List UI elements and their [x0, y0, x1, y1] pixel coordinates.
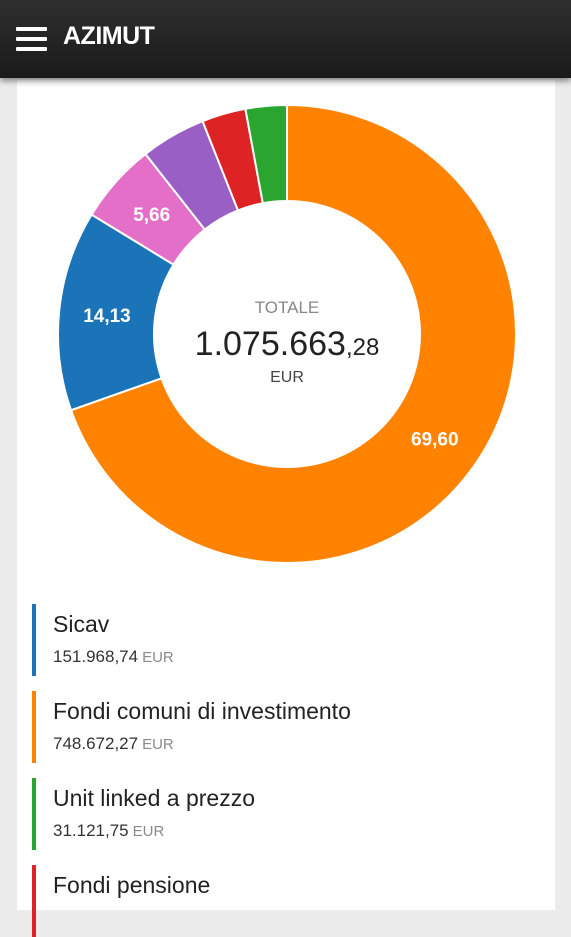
- legend-item-name: Sicav: [53, 611, 110, 637]
- donut-slice-label: 14,13: [83, 306, 131, 327]
- legend-color-bar: [32, 604, 36, 676]
- legend-color-bar: [32, 691, 36, 763]
- legend-color-bar: [32, 865, 36, 937]
- hamburger-menu-icon[interactable]: [16, 27, 47, 51]
- total-label: TOTALE: [255, 298, 320, 317]
- legend-amount-value: 31.121,75: [53, 821, 129, 840]
- legend-item[interactable]: Fondi pensione: [32, 865, 532, 937]
- legend-amount-value: 748.672,27: [53, 734, 139, 753]
- legend-item-name: Fondi comuni di investimento: [53, 698, 351, 724]
- donut-slice[interactable]: [244, 103, 288, 205]
- legend-item-amount: [53, 908, 57, 928]
- legend-item-amount: 151.968,74 EUR: [53, 647, 174, 667]
- legend-item[interactable]: Fondi comuni di investimento 748.672,27 EU…: [32, 691, 532, 763]
- legend-amount-currency: EUR: [142, 649, 174, 666]
- portfolio-card: 69,60 14,13 5,66 TOTALE 1.075.663,28 EUR S…: [17, 80, 555, 937]
- legend-item[interactable]: Sicav 151.968,74 EUR: [32, 604, 532, 676]
- total-value: 1.075.663,28: [195, 325, 380, 363]
- legend-amount-currency: EUR: [132, 823, 165, 840]
- legend-item[interactable]: Unit linked a prezzo 31.121,75 EUR: [32, 778, 532, 850]
- donut-slice-label: 69,60: [411, 430, 459, 451]
- total-value-decimal: ,28: [346, 334, 379, 361]
- allocation-donut-chart: 69,60 14,13 5,66 TOTALE 1.075.663,28 EUR: [57, 103, 517, 564]
- app-title: AZIMUT: [63, 22, 155, 50]
- legend-amount-currency: EUR: [142, 736, 174, 753]
- legend-item-name: Unit linked a prezzo: [53, 785, 255, 811]
- legend-item-amount: 748.672,27 EUR: [53, 734, 174, 754]
- total-value-main: 1.075.663: [195, 325, 346, 363]
- app-bar: AZIMUT: [0, 0, 571, 78]
- total-currency: EUR: [270, 369, 304, 386]
- legend-item-name: Fondi pensione: [53, 872, 211, 898]
- legend-amount-value: 151.968,74: [53, 647, 139, 666]
- donut-slice-label: 5,66: [133, 205, 170, 226]
- legend-color-bar: [32, 778, 36, 850]
- legend-item-amount: 31.121,75 EUR: [53, 821, 164, 841]
- donut-slice[interactable]: [69, 103, 517, 564]
